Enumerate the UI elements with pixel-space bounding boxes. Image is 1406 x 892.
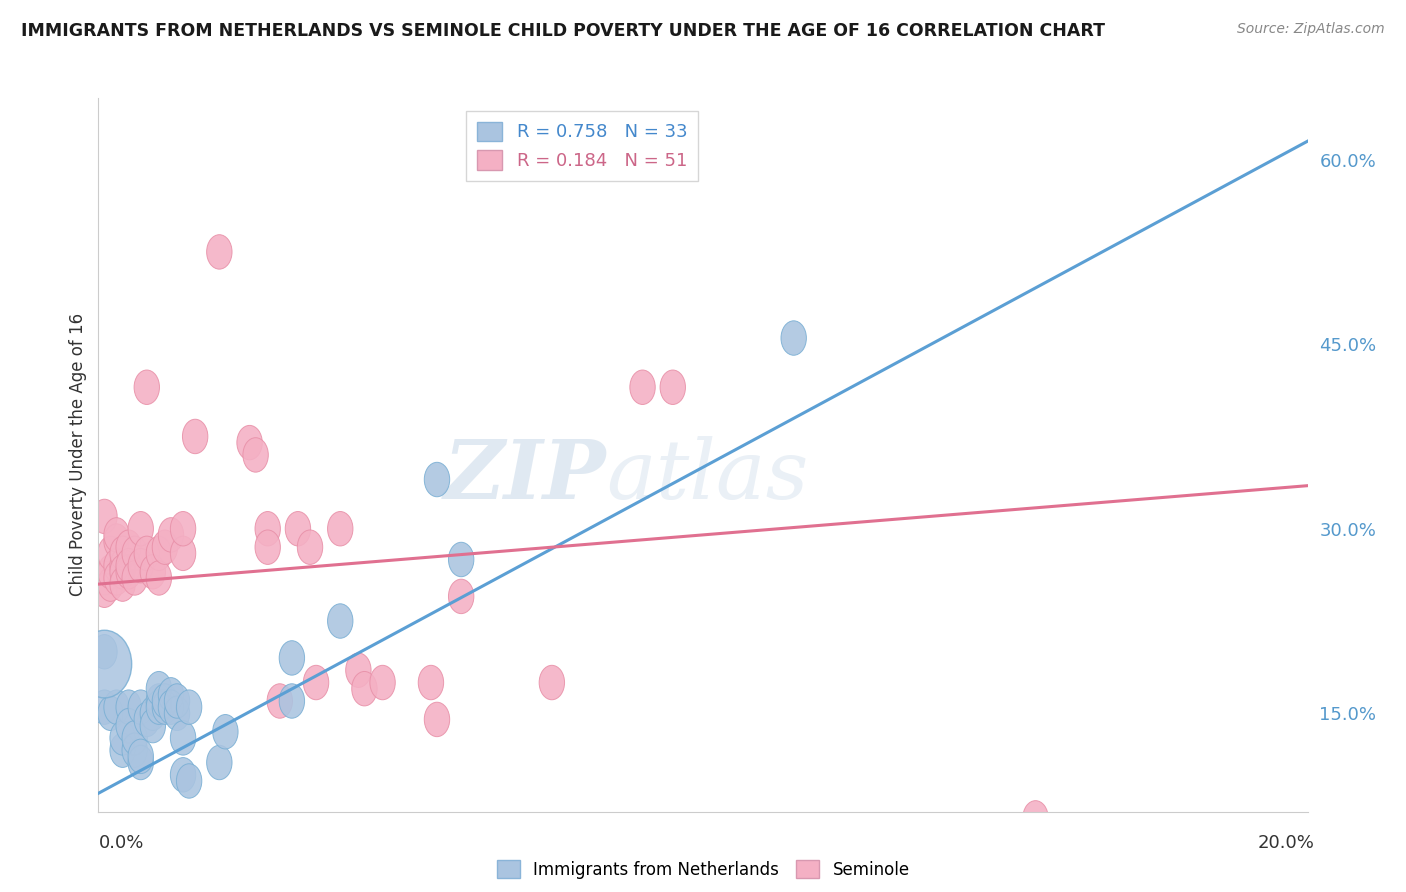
Ellipse shape <box>104 561 129 595</box>
Ellipse shape <box>128 511 153 546</box>
Text: IMMIGRANTS FROM NETHERLANDS VS SEMINOLE CHILD POVERTY UNDER THE AGE OF 16 CORREL: IMMIGRANTS FROM NETHERLANDS VS SEMINOLE … <box>21 22 1105 40</box>
Ellipse shape <box>165 684 190 718</box>
Ellipse shape <box>280 640 305 675</box>
Ellipse shape <box>152 690 177 724</box>
Ellipse shape <box>91 573 117 607</box>
Ellipse shape <box>146 690 172 724</box>
Ellipse shape <box>128 690 153 724</box>
Ellipse shape <box>91 634 117 669</box>
Ellipse shape <box>91 561 117 595</box>
Ellipse shape <box>243 438 269 472</box>
Ellipse shape <box>115 708 142 743</box>
Ellipse shape <box>236 425 263 460</box>
Ellipse shape <box>280 684 305 718</box>
Ellipse shape <box>418 665 444 699</box>
Ellipse shape <box>146 672 172 706</box>
Ellipse shape <box>207 746 232 780</box>
Ellipse shape <box>122 536 148 571</box>
Ellipse shape <box>780 321 807 355</box>
Ellipse shape <box>98 536 124 571</box>
Ellipse shape <box>115 530 142 565</box>
Ellipse shape <box>146 536 172 571</box>
Ellipse shape <box>170 757 195 792</box>
Ellipse shape <box>152 530 177 565</box>
Ellipse shape <box>134 370 159 404</box>
Ellipse shape <box>141 696 166 731</box>
Ellipse shape <box>115 690 142 724</box>
Ellipse shape <box>170 511 195 546</box>
Ellipse shape <box>134 702 159 737</box>
Text: atlas: atlas <box>606 436 808 516</box>
Ellipse shape <box>91 690 117 724</box>
Ellipse shape <box>98 567 124 601</box>
Ellipse shape <box>128 549 153 582</box>
Ellipse shape <box>425 462 450 497</box>
Ellipse shape <box>212 714 238 749</box>
Ellipse shape <box>98 555 124 589</box>
Ellipse shape <box>141 555 166 589</box>
Ellipse shape <box>328 604 353 639</box>
Ellipse shape <box>128 739 153 773</box>
Ellipse shape <box>122 561 148 595</box>
Text: 0.0%: 0.0% <box>98 834 143 852</box>
Ellipse shape <box>104 517 129 552</box>
Text: 20.0%: 20.0% <box>1258 834 1315 852</box>
Ellipse shape <box>104 524 129 558</box>
Ellipse shape <box>207 235 232 269</box>
Ellipse shape <box>538 665 565 699</box>
Ellipse shape <box>146 561 172 595</box>
Ellipse shape <box>165 696 190 731</box>
Ellipse shape <box>176 764 202 798</box>
Ellipse shape <box>254 530 280 565</box>
Ellipse shape <box>122 721 148 756</box>
Text: ZIP: ZIP <box>444 436 606 516</box>
Ellipse shape <box>285 511 311 546</box>
Ellipse shape <box>141 708 166 743</box>
Ellipse shape <box>352 672 377 706</box>
Ellipse shape <box>425 702 450 737</box>
Ellipse shape <box>110 721 135 756</box>
Ellipse shape <box>152 684 177 718</box>
Ellipse shape <box>1022 801 1049 835</box>
Ellipse shape <box>297 530 323 565</box>
Ellipse shape <box>328 511 353 546</box>
Ellipse shape <box>449 579 474 614</box>
Ellipse shape <box>254 511 280 546</box>
Ellipse shape <box>146 684 172 718</box>
Ellipse shape <box>159 690 184 724</box>
Ellipse shape <box>449 542 474 577</box>
Ellipse shape <box>630 370 655 404</box>
Ellipse shape <box>122 733 148 767</box>
Ellipse shape <box>110 567 135 601</box>
Ellipse shape <box>110 555 135 589</box>
Ellipse shape <box>659 370 686 404</box>
Ellipse shape <box>159 517 184 552</box>
Ellipse shape <box>176 690 202 724</box>
Ellipse shape <box>159 678 184 712</box>
Ellipse shape <box>267 684 292 718</box>
Ellipse shape <box>346 653 371 688</box>
Ellipse shape <box>104 690 129 724</box>
Ellipse shape <box>110 536 135 571</box>
Ellipse shape <box>170 721 195 756</box>
Ellipse shape <box>115 549 142 582</box>
Ellipse shape <box>170 536 195 571</box>
Ellipse shape <box>370 665 395 699</box>
Ellipse shape <box>304 665 329 699</box>
Ellipse shape <box>183 419 208 454</box>
Ellipse shape <box>134 536 159 571</box>
Ellipse shape <box>91 500 117 533</box>
Ellipse shape <box>98 696 124 731</box>
Y-axis label: Child Poverty Under the Age of 16: Child Poverty Under the Age of 16 <box>69 313 87 597</box>
Ellipse shape <box>110 733 135 767</box>
Legend: Immigrants from Netherlands, Seminole: Immigrants from Netherlands, Seminole <box>489 854 917 886</box>
Ellipse shape <box>128 746 153 780</box>
Ellipse shape <box>104 549 129 582</box>
Text: Source: ZipAtlas.com: Source: ZipAtlas.com <box>1237 22 1385 37</box>
Ellipse shape <box>110 549 135 582</box>
Ellipse shape <box>77 631 132 698</box>
Ellipse shape <box>115 555 142 589</box>
